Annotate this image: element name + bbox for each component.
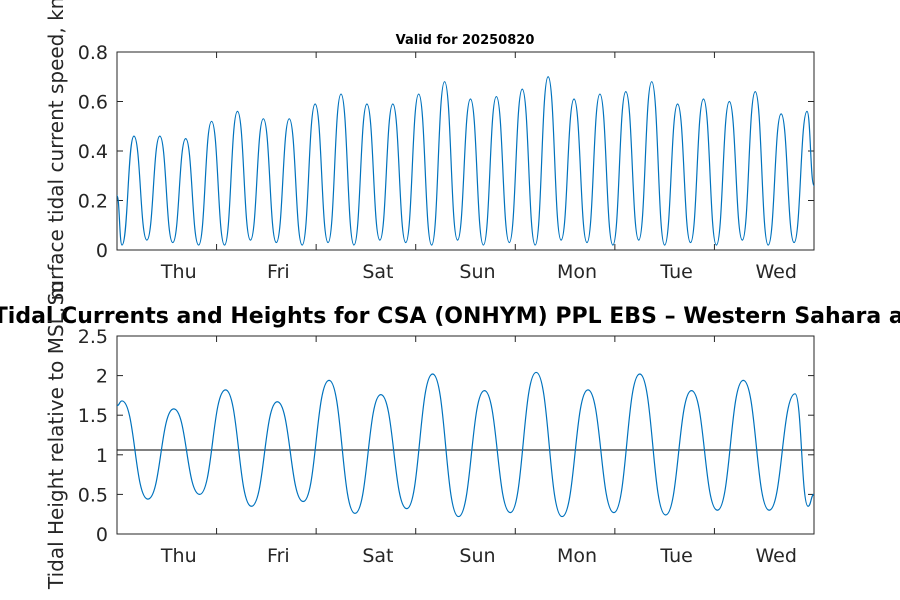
current-speed-series [116,76,815,246]
current-speed-ytick-label: 0.6 [78,92,108,114]
current-speed-day-label: Tue [659,261,692,283]
tidal-height-ytick-label: 2 [96,366,108,388]
current-speed-ytick-label: 0 [96,240,108,262]
current-speed-ytick-label: 0.8 [78,42,108,64]
tidal-height-ytick-label: 0 [96,524,108,546]
tidal-height-day-label: Thu [160,545,197,567]
tidal-height-panel: 0 0.5 1 1.5 2 2.5 Thu Fri Sat Sun Mon Tue Wed Tidal … [0,281,900,590]
tidal-height-day-label: Sun [459,545,495,567]
tidal-height-ytick-label: 2.5 [78,326,108,348]
current-speed-panel: 0 0.2 0.4 0.6 0.8 Thu Fri Sat Sun Mon Tue Wed Valid… [44,0,815,305]
current-speed-day-label: Sat [362,261,393,283]
tidal-height-day-label: Fri [267,545,290,567]
current-speed-title: Valid for 20250820 [396,33,535,48]
current-speed-ytick-label: 0.2 [78,191,108,213]
current-speed-series-line [116,76,815,246]
tidal-height-title: Tidal Currents and Heights for CSA (ONHY… [0,304,900,329]
tidal-height-day-label: Wed [755,545,796,567]
tidal-height-day-label: Sat [362,545,393,567]
tidal-height-plot-area [116,335,815,535]
current-speed-day-label: Fri [267,261,290,283]
current-speed-ticks [117,51,814,251]
tidal-height-ytick-label: 1.5 [78,405,108,427]
tidal-height-ytick-label: 1 [96,445,108,467]
tidal-height-ytick-label: 0.5 [78,484,108,506]
current-speed-day-label: Mon [557,261,597,283]
tidal-height-series [116,371,815,518]
tidal-height-ticks [117,335,814,535]
current-speed-ytick-label: 0.4 [78,141,108,163]
current-speed-day-label: Thu [160,261,197,283]
tidal-height-labels: 0 0.5 1 1.5 2 2.5 Thu Fri Sat Sun Mon Tue Wed [78,326,797,567]
tidal-height-y-axis-label: Tidal Height relative to MSL, m [44,281,68,590]
tidal-height-day-label: Mon [557,545,597,567]
current-speed-labels: 0 0.2 0.4 0.6 0.8 Thu Fri Sat Sun Mon Tue Wed [78,42,797,283]
tidal-height-series-line [116,371,815,518]
current-speed-day-label: Wed [755,261,796,283]
current-speed-y-axis-label: Surface tidal current speed, kn [44,0,68,305]
tidal-height-day-label: Tue [659,545,692,567]
current-speed-day-label: Sun [459,261,495,283]
